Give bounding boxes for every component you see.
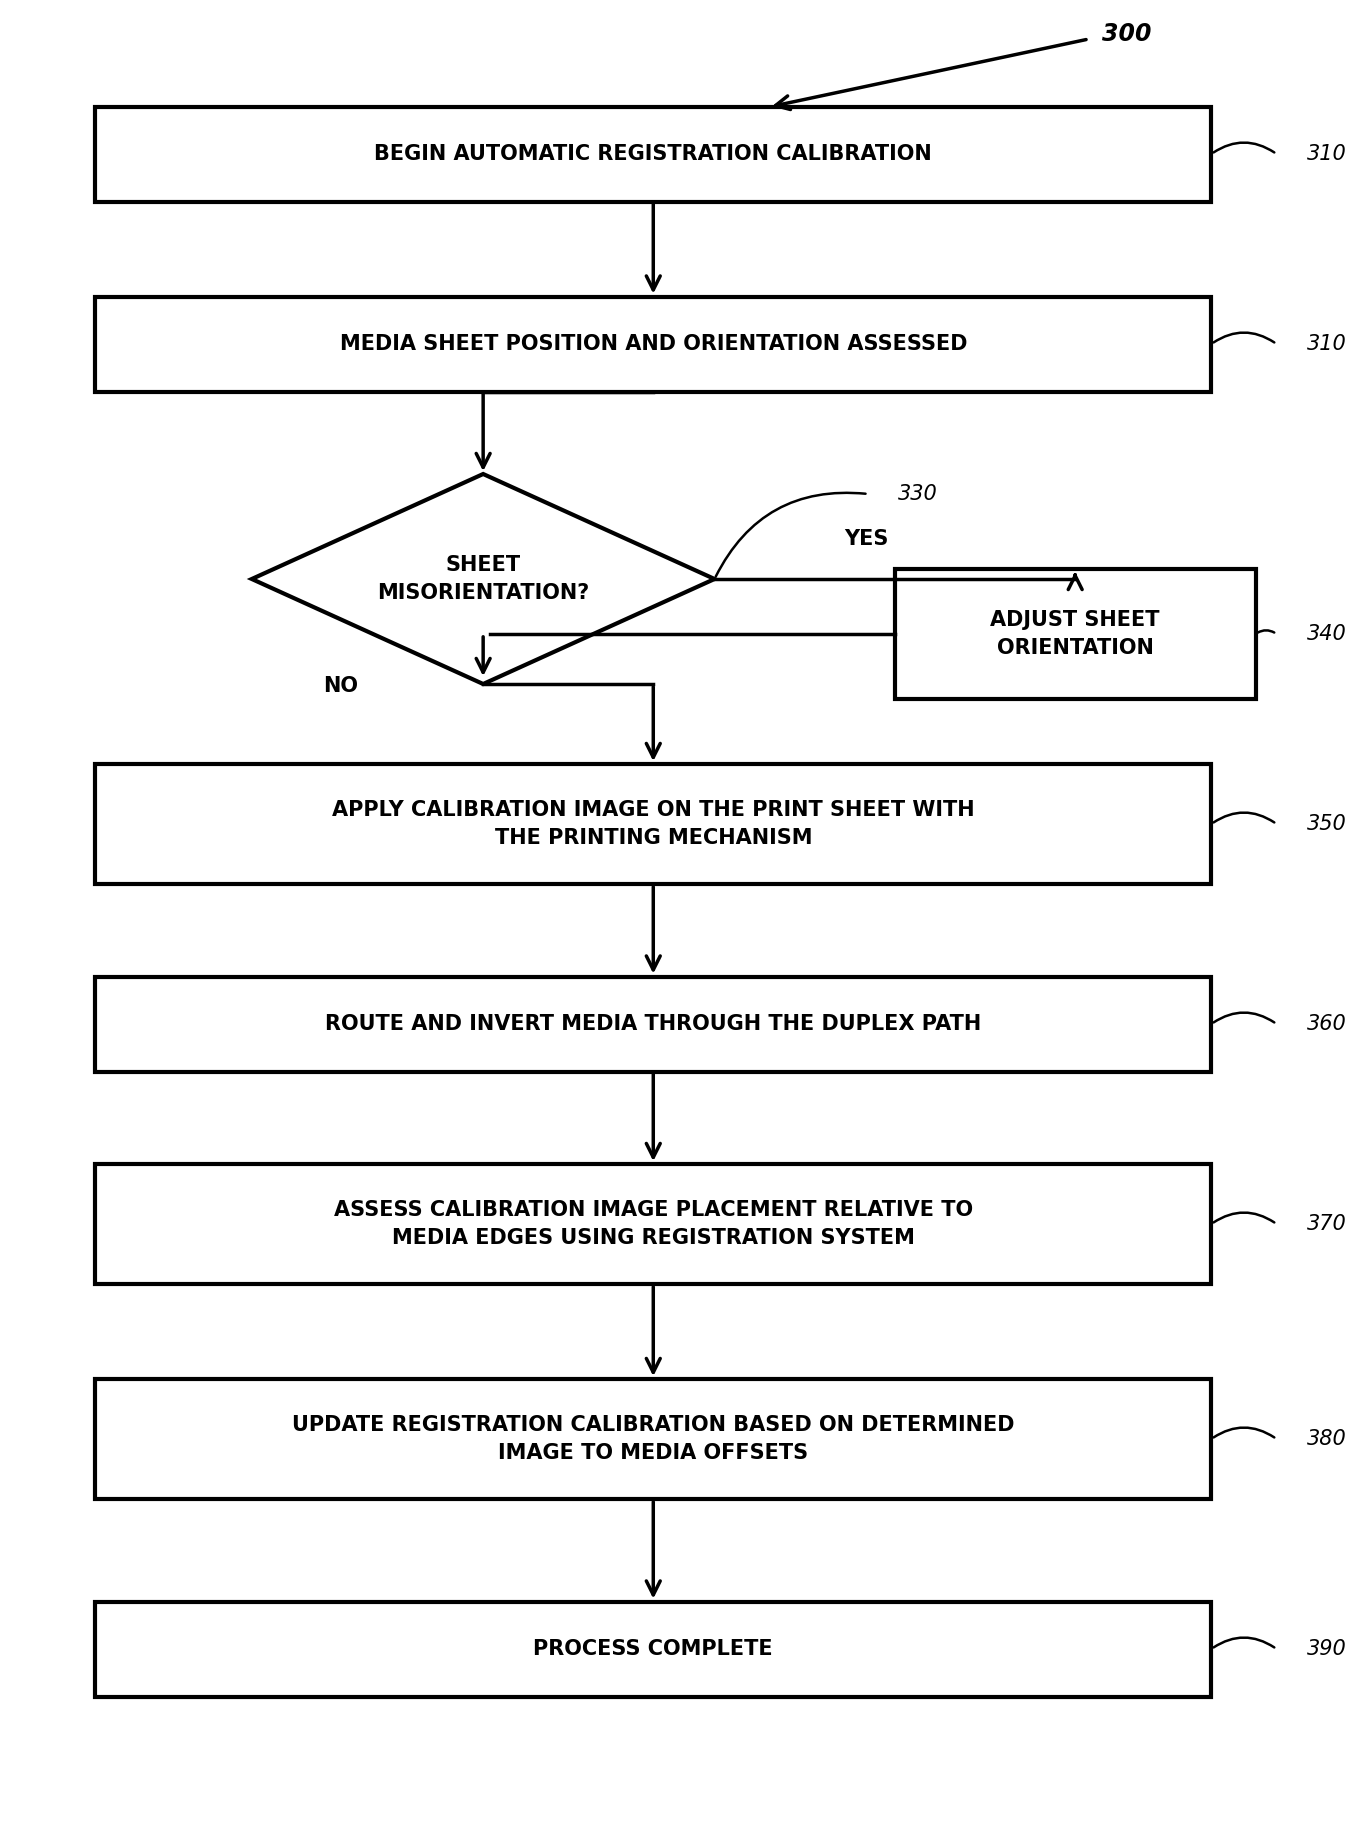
Text: ASSESS CALIBRATION IMAGE PLACEMENT RELATIVE TO
MEDIA EDGES USING REGISTRATION SY: ASSESS CALIBRATION IMAGE PLACEMENT RELAT… (333, 1199, 973, 1247)
Text: 370: 370 (1307, 1214, 1346, 1234)
Bar (95, 297, 1211, 391)
Text: MEDIA SHEET POSITION AND ORIENTATION ASSESSED: MEDIA SHEET POSITION AND ORIENTATION ASS… (339, 334, 968, 354)
Polygon shape (252, 473, 715, 684)
Bar (95, 1379, 1211, 1498)
Bar (95, 1165, 1211, 1284)
Text: YES: YES (844, 528, 889, 548)
Bar (95, 976, 1211, 1071)
Bar (896, 569, 1255, 699)
Text: PROCESS COMPLETE: PROCESS COMPLETE (534, 1640, 773, 1660)
Text: NO: NO (323, 677, 358, 695)
Text: UPDATE REGISTRATION CALIBRATION BASED ON DETERMINED
IMAGE TO MEDIA OFFSETS: UPDATE REGISTRATION CALIBRATION BASED ON… (293, 1416, 1014, 1464)
Text: ADJUST SHEET
ORIENTATION: ADJUST SHEET ORIENTATION (991, 611, 1160, 658)
Text: 380: 380 (1307, 1429, 1346, 1449)
Bar (95, 765, 1211, 884)
Text: 310: 310 (1307, 145, 1346, 163)
Text: 340: 340 (1307, 624, 1346, 644)
Text: 330: 330 (898, 484, 938, 504)
Text: ROUTE AND INVERT MEDIA THROUGH THE DUPLEX PATH: ROUTE AND INVERT MEDIA THROUGH THE DUPLE… (325, 1014, 981, 1034)
Text: APPLY CALIBRATION IMAGE ON THE PRINT SHEET WITH
THE PRINTING MECHANISM: APPLY CALIBRATION IMAGE ON THE PRINT SHE… (332, 800, 974, 847)
Text: 390: 390 (1307, 1640, 1346, 1660)
Text: 300: 300 (1102, 22, 1151, 46)
Bar (95, 1601, 1211, 1696)
Text: SHEET
MISORIENTATION?: SHEET MISORIENTATION? (377, 556, 589, 603)
Text: BEGIN AUTOMATIC REGISTRATION CALIBRATION: BEGIN AUTOMATIC REGISTRATION CALIBRATION (374, 145, 932, 163)
Text: 350: 350 (1307, 814, 1346, 834)
Bar (95, 106, 1211, 202)
Text: 310: 310 (1307, 334, 1346, 354)
Text: 360: 360 (1307, 1014, 1346, 1034)
